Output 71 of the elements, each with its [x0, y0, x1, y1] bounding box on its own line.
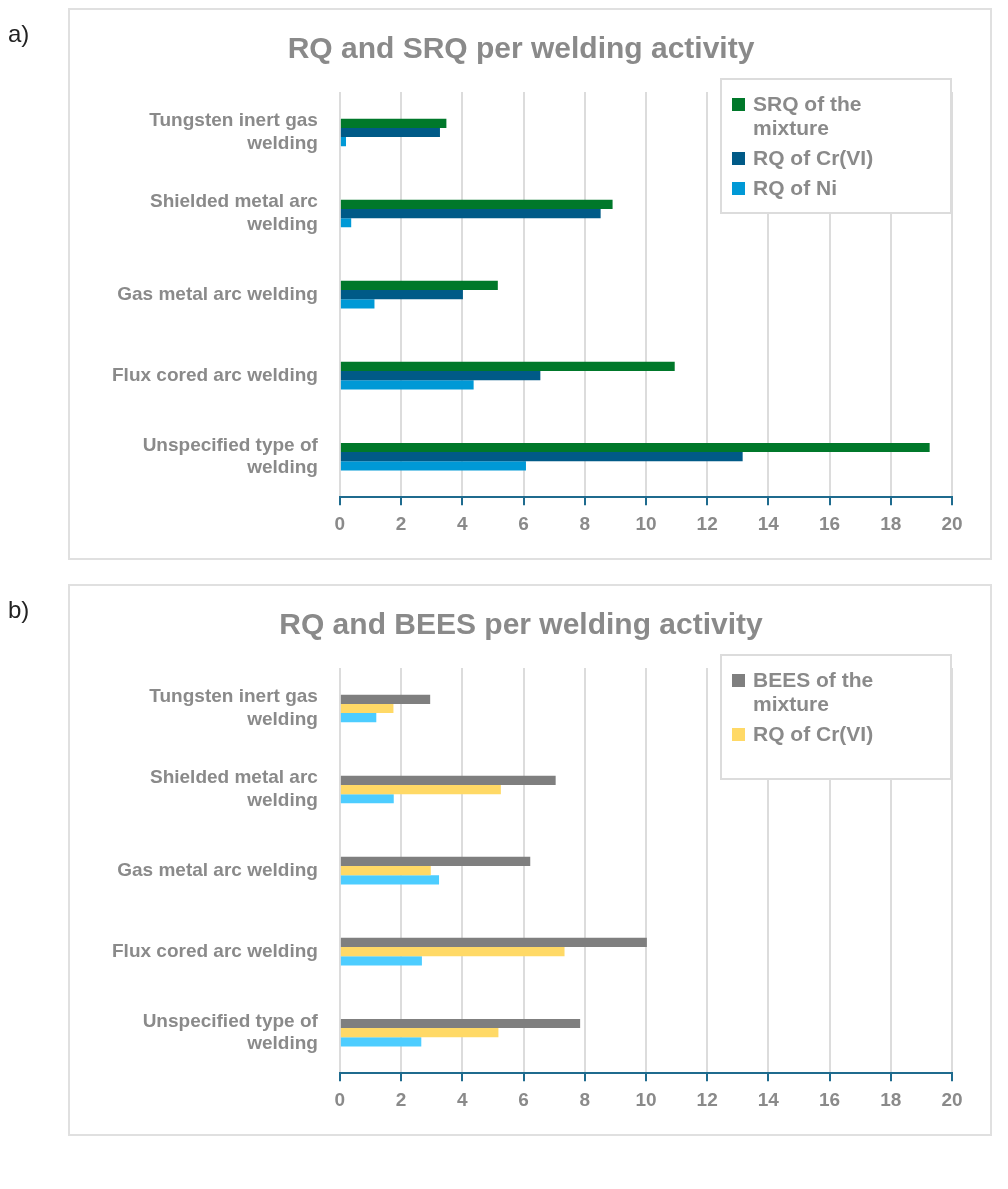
- bar: [340, 703, 394, 714]
- bar: [340, 280, 498, 291]
- x-tick-label: 18: [880, 1088, 902, 1110]
- bar: [340, 937, 647, 948]
- x-tick-label: 20: [941, 512, 963, 534]
- x-tick-label: 8: [579, 1088, 591, 1110]
- y-tick-label: Unspecified type of welding: [142, 433, 319, 478]
- text: b): [8, 596, 31, 624]
- x-tick-label: 14: [757, 512, 780, 534]
- bar: [340, 956, 422, 966]
- x-tick-label: 10: [635, 512, 657, 534]
- bar: [340, 137, 346, 147]
- x-tick-label: 18: [880, 512, 902, 534]
- x-tick-label: 6: [518, 512, 529, 534]
- y-tick-label: Shielded metal arc welding: [149, 766, 319, 811]
- y-tick-label: Flux cored arc welding: [111, 363, 318, 385]
- x-tick-label: 2: [395, 1088, 407, 1110]
- bar: [340, 856, 531, 867]
- bar: [340, 794, 394, 804]
- bar: [340, 208, 601, 219]
- chart-title: RQ and BEES per welding activity: [279, 607, 764, 641]
- y-tick-label: Gas metal arc welding: [117, 858, 318, 880]
- bar: [340, 199, 613, 209]
- x-tick-label: 4: [457, 512, 469, 534]
- x-tick-label: 0: [334, 512, 346, 534]
- bar: [340, 299, 375, 309]
- x-tick-label: 12: [696, 512, 718, 534]
- bar: [340, 1028, 499, 1038]
- x-tick-label: 20: [941, 1088, 963, 1110]
- y-tick-label: Tungsten inert gas welding: [149, 685, 318, 730]
- x-tick-label: 16: [819, 512, 841, 534]
- x-tick-label: 12: [696, 1088, 718, 1110]
- x-tick-label: 6: [518, 1088, 529, 1110]
- x-tick-label: 2: [395, 512, 407, 534]
- y-tick-label: Unspecified type of welding: [142, 1009, 319, 1054]
- bar: [340, 380, 474, 390]
- y-tick-label: Tungsten inert gas welding: [149, 109, 318, 154]
- y-tick-label: Gas metal arc welding: [117, 282, 318, 304]
- bar: [340, 713, 377, 723]
- bar: [340, 371, 541, 381]
- bar: [340, 1037, 422, 1047]
- bar: [340, 947, 565, 957]
- legend-label: RQ of Ni: [753, 176, 837, 200]
- legend-label: RQ of Cr(VI): [753, 146, 874, 170]
- bar: [340, 361, 675, 372]
- x-tick-label: 0: [334, 1088, 346, 1110]
- bar: [340, 866, 431, 876]
- x-tick-label: 16: [819, 1088, 841, 1110]
- bar: [340, 784, 501, 795]
- x-tick-label: 14: [757, 1088, 780, 1110]
- bar: [340, 775, 556, 785]
- y-tick-label: Flux cored arc welding: [111, 939, 318, 961]
- bar: [340, 461, 526, 471]
- bar: [340, 127, 440, 138]
- legend-label: RQ of Cr(VI): [753, 722, 874, 746]
- bar: [340, 290, 463, 300]
- chart-title: RQ and SRQ per welding activity: [287, 31, 755, 65]
- bar: [340, 694, 431, 704]
- y-tick-label: Shielded metal arc welding: [149, 190, 319, 235]
- legend-label: BEES of the mixture: [753, 668, 875, 716]
- bar: [340, 452, 743, 462]
- bar: [340, 118, 447, 128]
- x-tick-label: 8: [579, 512, 591, 534]
- bar: [340, 218, 352, 228]
- x-tick-label: 4: [457, 1088, 469, 1110]
- bar: [340, 1018, 581, 1029]
- x-tick-label: 10: [635, 1088, 657, 1110]
- bar: [340, 875, 440, 885]
- legend-label: SRQ of the mixture: [753, 92, 863, 140]
- bar: [340, 442, 930, 453]
- text: a): [8, 20, 31, 48]
